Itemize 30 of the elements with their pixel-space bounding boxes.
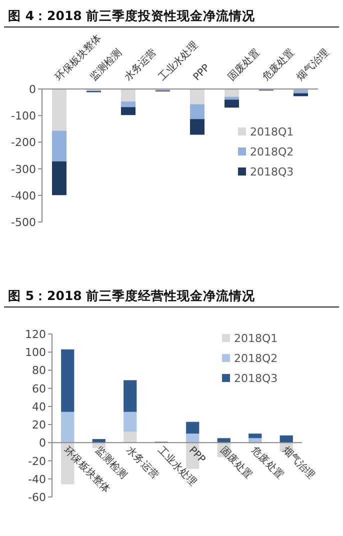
- legend-label: 2018Q3: [250, 166, 294, 178]
- chart-title: 图 5：2018 前三季度经营性现金净流情况: [8, 288, 256, 303]
- y-tick-label: 20: [32, 418, 46, 432]
- legend-label: 2018Q1: [234, 332, 278, 345]
- y-tick-label: -20: [28, 454, 46, 468]
- y-tick-label: -300: [11, 162, 36, 176]
- legend-label: 2018Q3: [234, 372, 278, 385]
- chart-title: 图 4：2018 前三季度投资性现金净流情况: [8, 8, 256, 23]
- x-tick-label: 固废处置: [225, 46, 262, 84]
- x-tick-label: PPP: [186, 445, 208, 466]
- y-tick-label: -200: [11, 136, 36, 150]
- y-tick-label: -100: [11, 110, 36, 123]
- legend-label: 2018Q2: [234, 352, 278, 365]
- legend-label: 2018Q2: [250, 146, 294, 158]
- y-tick-label: 0: [39, 436, 46, 450]
- y-tick-label: 120: [25, 328, 46, 341]
- y-tick-label: 60: [32, 382, 46, 396]
- x-tick-label: PPP: [192, 62, 212, 84]
- y-tick-label: 40: [32, 400, 46, 414]
- x-tick-label: 烟气治理: [294, 46, 332, 84]
- x-tick-label: 危废处置: [260, 46, 297, 84]
- y-tick-label: -500: [11, 216, 36, 229]
- x-tick-label: 水务运营: [122, 46, 159, 84]
- y-tick-label: 0: [29, 83, 36, 96]
- y-tick-label: -400: [11, 189, 36, 202]
- y-tick-label: 80: [32, 364, 46, 378]
- y-tick-label: 100: [25, 346, 46, 360]
- y-tick-label: -60: [28, 491, 46, 504]
- y-tick-label: -40: [28, 472, 46, 486]
- legend-label: 2018Q1: [250, 126, 294, 138]
